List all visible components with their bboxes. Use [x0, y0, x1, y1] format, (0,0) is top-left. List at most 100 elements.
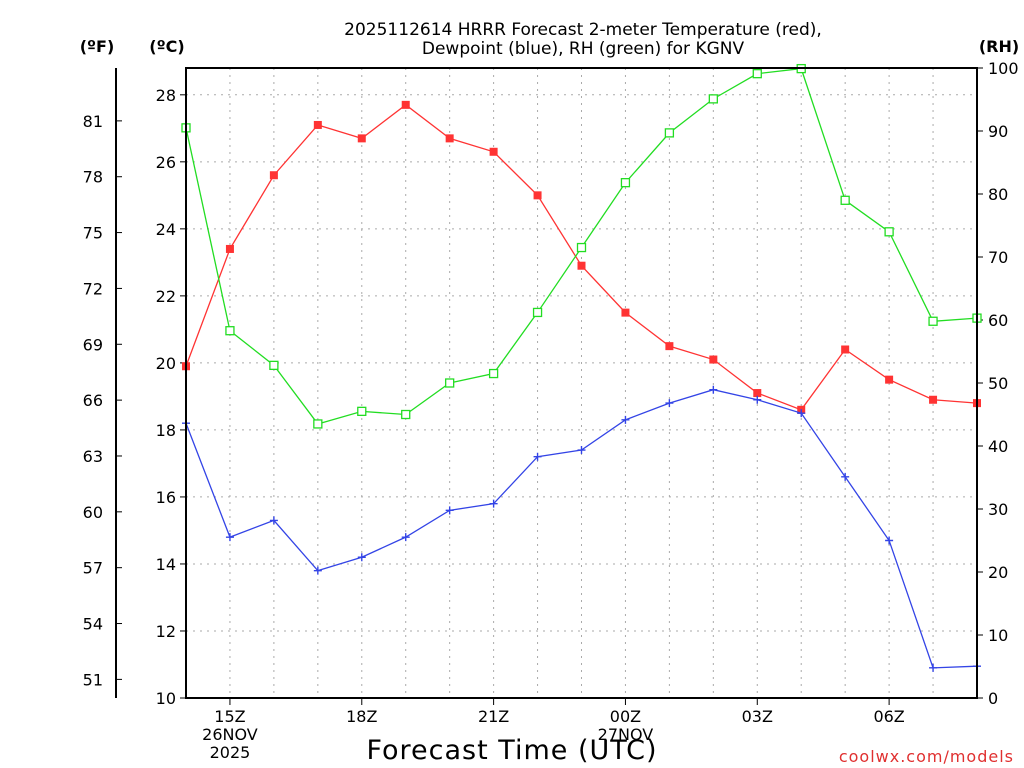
rh-point: [357, 406, 367, 417]
x-tick-label: 03Z: [742, 707, 773, 726]
celsius-tick-label: 20: [156, 354, 176, 373]
dewpoint-point: [929, 663, 938, 672]
celsius-tick-label: 16: [156, 488, 176, 507]
celsius-tick-label: 24: [156, 220, 176, 239]
rh-tick-label: 60: [988, 311, 1008, 330]
rh-tick-label: 40: [988, 437, 1008, 456]
temperature-point: [665, 342, 674, 351]
celsius-tick-label: 28: [156, 86, 176, 105]
x-tick-label: 26NOV: [202, 725, 258, 744]
fahrenheit-tick-label: 66: [83, 391, 103, 410]
temperature-point: [709, 355, 718, 364]
celsius-axis-ticks: 10 12 14 16 18 20 22 24 26 28: [156, 86, 186, 708]
temperature-point: [225, 244, 234, 253]
dewpoint-point: [313, 566, 322, 575]
dewpoint-point: [665, 399, 674, 408]
rh-tick-label: 10: [988, 626, 1008, 645]
dewpoint-point: [225, 533, 234, 542]
dewpoint-point: [753, 395, 762, 404]
dewpoint-point: [797, 409, 806, 418]
rh-point: [752, 69, 762, 79]
chart-title-line1: 2025112614 HRRR Forecast 2-meter Tempera…: [344, 20, 822, 40]
dewpoint-point: [533, 452, 542, 461]
temperature-point: [269, 171, 278, 180]
rh-tick-label: 30: [988, 500, 1008, 519]
x-tick-label: 15Z: [214, 707, 245, 726]
celsius-tick-label: 22: [156, 287, 176, 306]
rh-tick-label: 80: [988, 185, 1008, 204]
fahrenheit-tick-label: 60: [83, 503, 103, 522]
rh-point: [620, 178, 631, 188]
rh-axis-ticks: 0 10 20 30 40 50 60 70 80 90 100: [977, 59, 1019, 708]
dewpoint-point: [577, 446, 586, 455]
rh-point: [269, 360, 279, 371]
dewpoint-point: [401, 533, 410, 542]
rh-point: [708, 94, 718, 104]
fahrenheit-tick-label: 78: [83, 168, 103, 187]
rh-point: [928, 316, 938, 326]
temperature-point: [489, 147, 498, 156]
rh-point: [532, 307, 543, 318]
celsius-tick-label: 10: [156, 689, 176, 708]
temperature-point: [841, 345, 850, 354]
dewpoint-point: [269, 516, 278, 525]
rh-point: [445, 378, 455, 388]
temperature-point: [533, 191, 542, 200]
fahrenheit-tick-label: 51: [83, 670, 103, 689]
rh-tick-label: 0: [988, 689, 998, 708]
fahrenheit-tick-label: 57: [83, 559, 103, 578]
dewpoint-series-line: [185, 389, 978, 669]
x-tick-label: 06Z: [873, 707, 904, 726]
gridlines: [185, 68, 978, 699]
rh-point: [488, 368, 499, 379]
x-tick-label: 18Z: [346, 707, 377, 726]
dewpoint-point: [885, 536, 894, 545]
x-axis-label: Forecast Time (UTC): [366, 735, 657, 766]
watermark: coolwx.com/models: [839, 747, 1014, 766]
x-tick-label: 21Z: [478, 707, 509, 726]
temperature-point: [885, 375, 894, 384]
temperature-point: [445, 134, 454, 143]
dewpoint-point: [841, 472, 850, 481]
rh-tick-label: 70: [988, 248, 1008, 267]
rh-point: [664, 128, 675, 138]
unit-label-rh: (RH): [979, 37, 1019, 56]
celsius-tick-label: 26: [156, 153, 176, 172]
rh-point: [225, 326, 235, 336]
rh-point: [840, 195, 850, 205]
rh-point: [576, 242, 587, 253]
celsius-tick-label: 12: [156, 622, 176, 641]
celsius-tick-label: 14: [156, 555, 176, 574]
rh-point: [884, 227, 894, 237]
dewpoint-point: [445, 506, 454, 515]
temperature-point: [753, 389, 762, 398]
rh-tick-label: 20: [988, 563, 1008, 582]
celsius-tick-label: 18: [156, 421, 176, 440]
temperature-point: [577, 261, 586, 270]
temperature-point: [313, 120, 322, 129]
rh-tick-label: 100: [988, 59, 1019, 78]
dewpoint-point: [489, 499, 498, 508]
fahrenheit-axis: 51 54 57 60 63 66 69 72 75 78 81: [83, 68, 122, 698]
x-tick-label: 2025: [210, 743, 251, 762]
unit-label-celsius: (ºC): [149, 37, 184, 56]
fahrenheit-tick-label: 54: [83, 615, 103, 634]
chart-title-line2: Dewpoint (blue), RH (green) for KGNV: [422, 39, 745, 59]
rh-point: [313, 419, 323, 429]
fahrenheit-tick-label: 63: [83, 447, 103, 466]
dewpoint-point: [357, 553, 366, 562]
unit-label-fahrenheit: (ºF): [80, 37, 115, 56]
x-tick-label: 27NOV: [598, 725, 654, 744]
fahrenheit-tick-label: 69: [83, 335, 103, 354]
temperature-point: [357, 134, 366, 143]
temperature-point: [621, 308, 630, 317]
fahrenheit-tick-label: 72: [83, 279, 103, 298]
x-tick-label: 00Z: [610, 707, 641, 726]
rh-point: [401, 409, 411, 420]
rh-tick-label: 50: [988, 374, 1008, 393]
dewpoint-point: [709, 385, 718, 394]
fahrenheit-tick-label: 81: [83, 112, 103, 131]
temperature-point: [401, 100, 410, 109]
